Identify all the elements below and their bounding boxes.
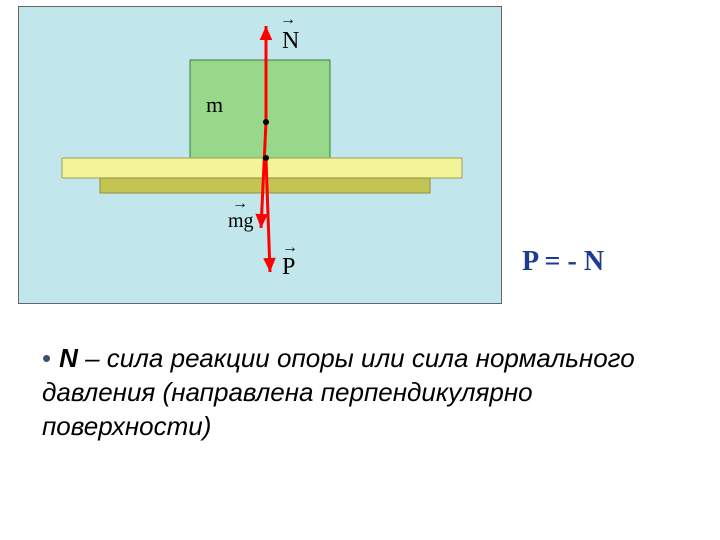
vector-arrow-icon-N: → (280, 12, 296, 28)
caption-variable: N (59, 343, 78, 373)
vector-label-N: N (282, 28, 299, 55)
vector-label-P: P (282, 254, 295, 281)
mass-label: m (206, 92, 223, 118)
caption-description: – сила реакции опоры или сила нормальног… (42, 343, 635, 441)
caption-normal-force: • N – сила реакции опоры или сила нормаль… (42, 342, 652, 443)
vector-label-mg: mg (228, 210, 254, 233)
vector-arrow-icon-mg: → (232, 196, 248, 212)
bullet-marker: • (42, 343, 51, 373)
vector-arrow-icon-P: → (282, 240, 298, 256)
diagram-svg (0, 0, 720, 540)
formula-weight-normal: P = - N (522, 246, 604, 278)
